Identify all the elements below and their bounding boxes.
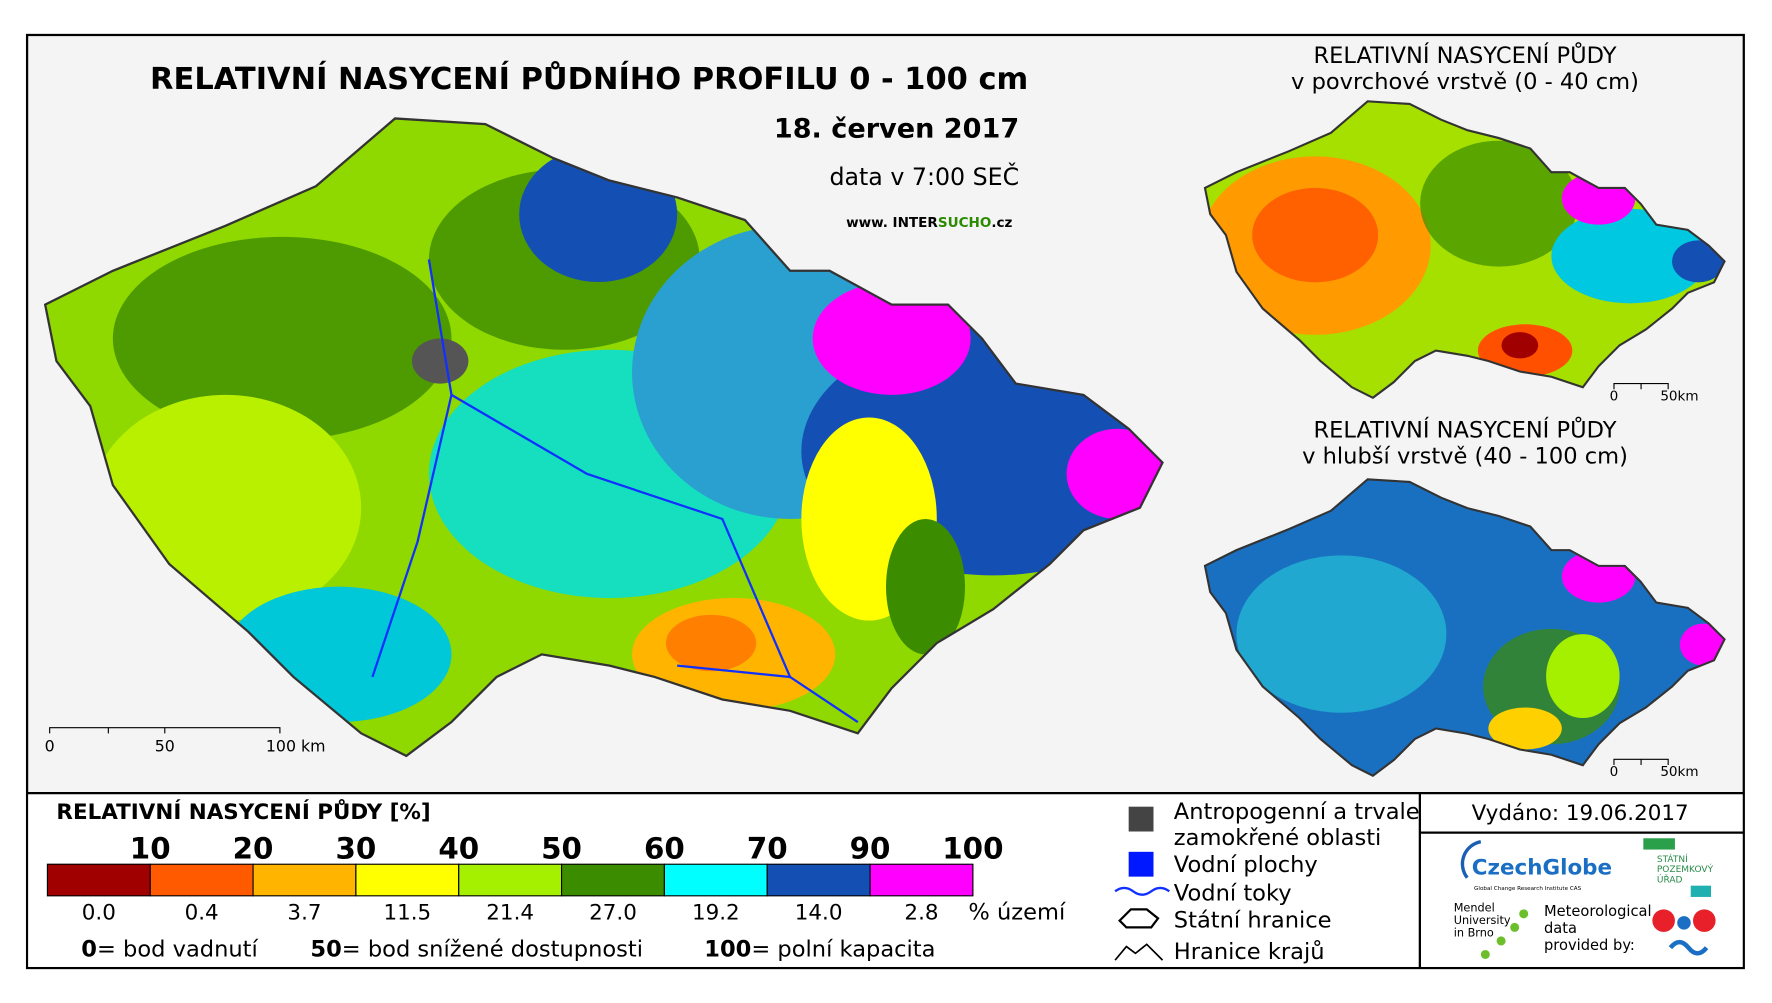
symbol-region (1114, 943, 1164, 961)
symbol-anthropogenic (1128, 806, 1154, 832)
symbol-water (1128, 851, 1154, 877)
inset-scale (1613, 758, 1669, 765)
website-suffix: .cz (991, 215, 1012, 231)
legend-share: 21.4 (486, 901, 534, 926)
logo-spu-mark (1643, 838, 1675, 850)
legend-swatch (252, 863, 357, 897)
legend-bound: 50 (541, 832, 582, 866)
legend-bound: 100 (942, 832, 1003, 866)
symbol-border (1118, 908, 1160, 929)
inset-subtitle: v povrchové vrstvě (0 - 40 cm) (1291, 69, 1639, 95)
legend-bound: 30 (335, 832, 376, 866)
main-scale: 0 50 100 km (45, 727, 326, 755)
legend-bound: 70 (747, 832, 788, 866)
symbol-river (1114, 886, 1170, 896)
logo-spu-mark (1690, 885, 1712, 897)
scale-label: 50km (1660, 764, 1698, 780)
note-value: 0 (81, 937, 97, 963)
note: 50= bod snížené dostupnosti (310, 937, 643, 963)
logo-met: data (1544, 920, 1577, 937)
website-prefix: www. INTER (846, 215, 938, 231)
symbol-label: Vodní toky (1174, 880, 1292, 906)
legend-share: 11.5 (383, 901, 431, 926)
logo-arc (1460, 840, 1482, 879)
scale-label: 0 (1610, 389, 1619, 405)
notes: 0= bod vadnutí 50= bod snížené dostupnost… (81, 937, 935, 963)
scale-label: 100 km (266, 736, 326, 755)
note-value: 100 (704, 937, 751, 963)
inset-title: RELATIVNÍ NASYCENÍ PŮDY (1313, 415, 1616, 444)
date: 18. červen 2017 (774, 114, 1019, 145)
legend-share: 14.0 (795, 901, 843, 926)
legend-share: 3.7 (287, 901, 321, 926)
logo-czechglobe-sub: Global Change Research Institute CAS (1474, 886, 1582, 892)
legend-bound: 90 (850, 832, 891, 866)
logo-mendel: in Brno (1454, 926, 1494, 939)
inset-scale (1613, 383, 1669, 390)
legend-share: 27.0 (589, 901, 637, 926)
legend-bound: 10 (130, 832, 171, 866)
data-time: data v 7:00 SEČ (829, 163, 1019, 191)
website: www. INTERSUCHO.cz (846, 215, 1012, 231)
logo-mendel: Mendel (1454, 902, 1495, 915)
legend-swatch (46, 863, 151, 897)
logo-met: Meteorological (1544, 903, 1652, 920)
website-highlight: SUCHO (938, 215, 992, 231)
note-value: 50 (310, 937, 341, 963)
note-text: = bod vadnutí (97, 937, 259, 963)
scale-label: 50km (1660, 389, 1698, 405)
legend-swatch (458, 863, 563, 897)
logo-met: provided by: (1544, 937, 1635, 954)
rivers (371, 259, 859, 724)
symbol-label: Vodní plochy (1174, 852, 1318, 878)
inset-title: RELATIVNÍ NASYCENÍ PŮDY (1313, 40, 1616, 69)
logo-mendel-dots (1480, 909, 1529, 959)
legend-share: 0.0 (82, 901, 116, 926)
logo-spu: STÁTNÍ (1657, 853, 1688, 865)
legend-bound: 60 (644, 832, 685, 866)
note-text: = polní kapacita (751, 937, 935, 963)
note: 100= polní kapacita (704, 937, 935, 963)
share-unit: % území (968, 900, 1066, 926)
legend-scale: 10 0.0 20 0.4 30 3.7 40 11.5 50 21.4 60 27.0 70 19.2 9… (46, 832, 1004, 926)
legend-share: 19.2 (692, 901, 740, 926)
logo-spu: POZEMKOVÝ (1657, 863, 1714, 875)
legend-title: RELATIVNÍ NASYCENÍ PŮDY [%] (56, 799, 430, 825)
legend-share: 0.4 (185, 901, 219, 926)
logo-chmi (1652, 909, 1716, 956)
title: RELATIVNÍ NASYCENÍ PŮDNÍHO PROFILU 0 - 1… (150, 60, 1028, 97)
logo-czechglobe: CzechGlobe (1472, 855, 1612, 880)
logo-mendel: University (1454, 914, 1511, 927)
logo-spu: ÚŘAD (1657, 873, 1683, 885)
legend-share: 2.8 (904, 901, 938, 926)
note-text: = bod snížené dostupnosti (342, 937, 643, 963)
legend-swatch (869, 863, 974, 897)
legend-swatch (355, 863, 460, 897)
legend-swatch (766, 863, 871, 897)
inset-subtitle: v hlubší vrstvě (40 - 100 cm) (1302, 444, 1628, 470)
scale-label: 0 (1610, 764, 1619, 780)
legend-swatch (663, 863, 768, 897)
issued: Vydáno: 19.06.2017 (1472, 801, 1689, 826)
symbol-label: Hranice krajů (1174, 938, 1325, 965)
legend-swatch (561, 863, 665, 897)
symbol-label: zamokřené oblasti (1174, 825, 1382, 851)
scale-label: 50 (155, 736, 175, 755)
note: 0= bod vadnutí (81, 937, 258, 963)
symbol-label: Státní hranice (1174, 907, 1332, 933)
symbol-label: Antropogenní a trvale (1174, 799, 1420, 825)
legend-bound: 20 (233, 832, 274, 866)
scale-label: 0 (45, 736, 55, 755)
legend-bound: 40 (438, 832, 479, 866)
legend-swatch (149, 863, 254, 897)
